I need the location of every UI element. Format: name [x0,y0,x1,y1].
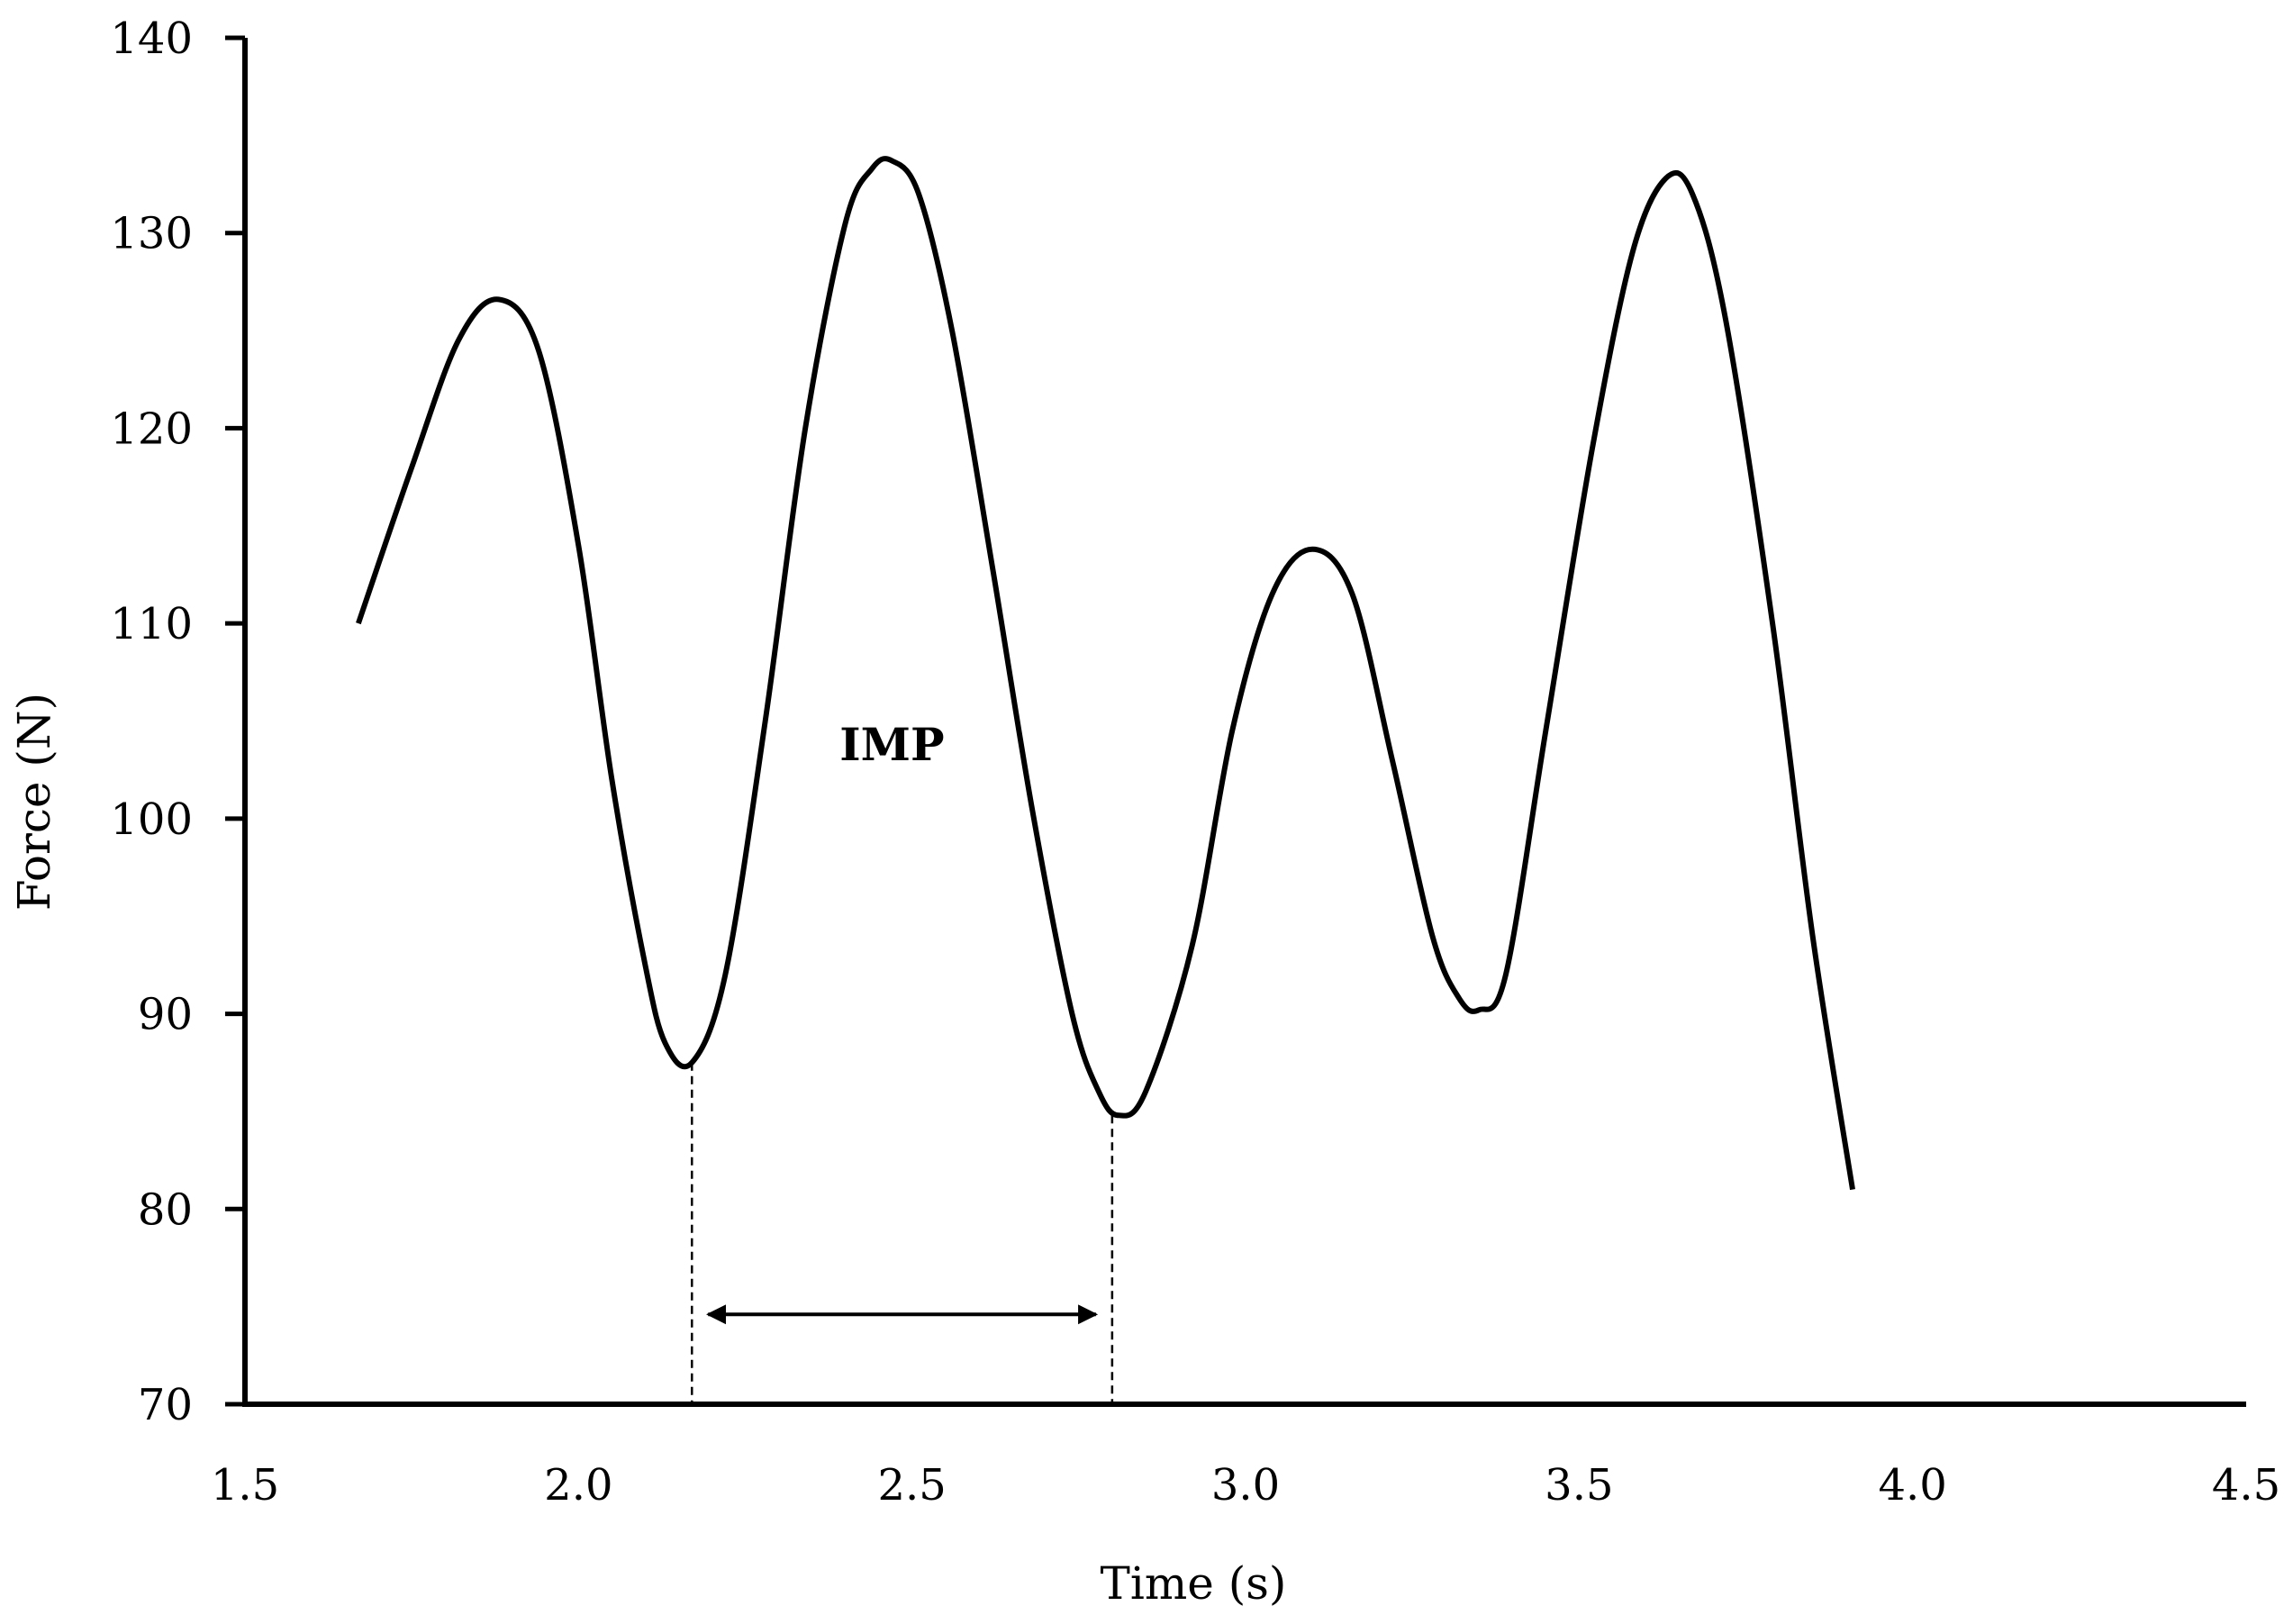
y-tick-label: 70 [138,1380,193,1430]
y-tick-label: 140 [110,14,193,64]
x-tick-labels: 1.5 2.0 2.5 3.0 3.5 4.0 4.5 [211,1460,2280,1511]
annotations: IMP [690,718,1114,1404]
y-tick-labels: 70 80 90 100 110 120 130 140 [110,14,193,1430]
y-tick-label: 100 [110,794,193,845]
imp-annotation-label: IMP [839,718,944,771]
x-tick-label: 3.5 [1545,1460,1613,1511]
x-tick-label: 4.5 [2212,1460,2280,1511]
series-line-0 [356,156,1855,1191]
x-tick-label: 2.5 [877,1460,946,1511]
y-tick-label: 130 [110,209,193,259]
y-tick-label: 80 [138,1184,193,1235]
x-tick-label: 4.0 [1878,1460,1946,1511]
y-axis-title: Force (N) [8,693,60,911]
x-tick-label: 3.0 [1211,1460,1280,1511]
y-tick-label: 110 [110,599,193,649]
y-tick-marks [225,35,245,1407]
x-tick-label: 2.0 [544,1460,612,1511]
y-tick-label: 90 [138,990,193,1040]
series-group [356,156,1855,1191]
x-tick-label: 1.5 [211,1460,279,1511]
x-axis-title: Time (s) [1101,1557,1287,1610]
y-tick-label: 120 [110,404,193,454]
